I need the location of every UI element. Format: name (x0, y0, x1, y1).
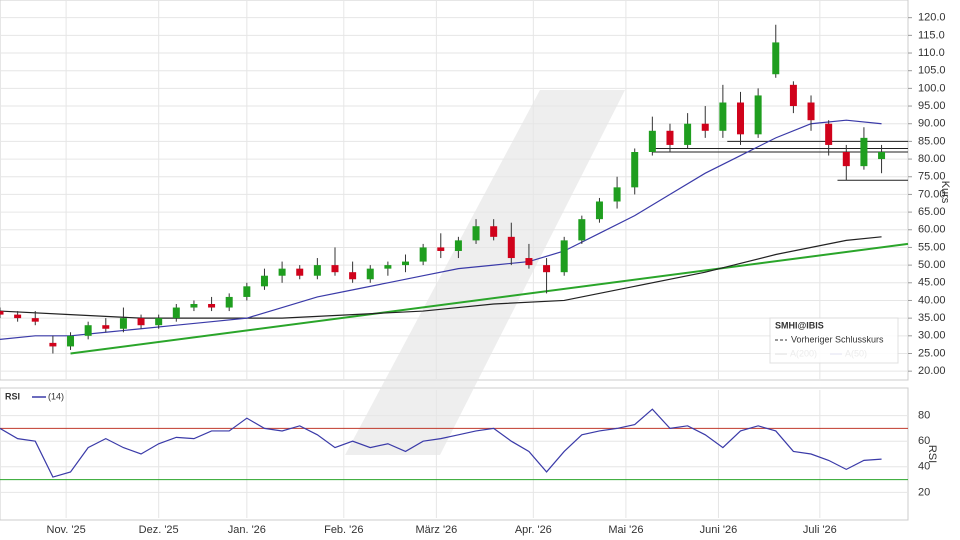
candle-body (578, 219, 586, 241)
candle-body (648, 130, 656, 152)
y-tick-label: 55.00 (918, 241, 946, 253)
candle-body (119, 318, 127, 329)
candle-body (437, 247, 445, 251)
candle-body (490, 226, 498, 237)
moving-average (0, 119, 882, 340)
candle-body (666, 130, 674, 145)
candle-body (366, 268, 374, 280)
y-tick-label: 95.00 (918, 100, 946, 112)
x-tick-label: Juli '26 (803, 524, 837, 536)
y-tick-label: 20 (918, 486, 930, 498)
candle-body (84, 325, 92, 336)
panel-title: RSI (5, 391, 20, 401)
candle-body (701, 123, 709, 131)
candle-body (190, 304, 198, 308)
candle-body (737, 102, 745, 135)
candle-body (296, 268, 304, 276)
legend-box (769, 317, 899, 364)
candle-body (507, 236, 515, 259)
y-tick-label: 60.00 (918, 224, 946, 236)
candle-body (137, 318, 145, 326)
x-tick-label: Dez. '25 (139, 524, 179, 536)
y-tick-label: 40 (918, 461, 930, 473)
x-tick-label: Mai '26 (608, 524, 643, 536)
y-tick-label: 110.0 (918, 47, 945, 59)
candle-body (0, 311, 4, 315)
y-tick-label: 40.00 (918, 294, 946, 306)
candle-body (384, 265, 392, 269)
y-tick-label: 30.00 (918, 330, 946, 342)
candle-body (719, 102, 727, 131)
candle-body (313, 265, 321, 276)
candle-body (31, 318, 39, 322)
trend-line (70, 242, 909, 355)
candle-body (631, 152, 639, 188)
candle-body (349, 272, 357, 280)
candle-body (172, 307, 180, 319)
plot-layer: Nov. '25 Dez. '25 Jan. '26 Feb. '26 März '26… (0, 0, 946, 536)
candle-body (525, 258, 533, 266)
candle-body (331, 265, 339, 273)
candle-body (49, 342, 57, 347)
candle-body (807, 102, 815, 121)
y-tick-label: 120.0 (918, 12, 946, 24)
candle-body (419, 247, 427, 262)
candle-body (613, 187, 621, 202)
legend-label: Vorheriger Schlusskurs (791, 334, 884, 344)
candle-body (472, 226, 480, 241)
x-tick-label: Nov. '25 (47, 524, 86, 536)
x-tick-label: Feb. '26 (324, 524, 363, 536)
candle-body (278, 268, 286, 276)
candle-body (243, 286, 251, 297)
watermark (345, 90, 625, 455)
candle-body (543, 265, 551, 273)
y-tick-label: 105.0 (918, 65, 946, 77)
candle-body (789, 84, 797, 107)
x-tick-label: März '26 (415, 524, 457, 536)
candle-body (67, 335, 75, 347)
legend-title: SMHI@IBIS (775, 320, 824, 330)
y-tick-label: 100.0 (918, 82, 946, 94)
y-tick-label: 80 (918, 410, 930, 422)
y-tick-label: 70.00 (918, 188, 946, 200)
y-tick-label: 75.00 (918, 171, 946, 183)
y-tick-label: 60 (918, 435, 930, 447)
legend-label: (14) (48, 391, 64, 401)
y-tick-label: 85.00 (918, 135, 946, 147)
y-axis-label: RSI (926, 445, 938, 463)
y-tick-label: 50.00 (918, 259, 946, 271)
x-tick-label: Jan. '26 (228, 524, 266, 536)
candle-body (454, 240, 462, 251)
y-tick-label: 25.00 (918, 347, 946, 359)
candle-body (825, 123, 833, 145)
y-tick-label: 45.00 (918, 277, 946, 289)
y-tick-label: 35.00 (918, 312, 946, 324)
candle-body (684, 123, 692, 145)
candle-body (878, 152, 886, 160)
x-tick-label: Juni '26 (700, 524, 738, 536)
candle-body (208, 304, 216, 308)
candle-body (260, 275, 268, 287)
y-tick-label: 115.0 (918, 29, 945, 41)
candle-body (772, 42, 780, 75)
candle-body (155, 318, 163, 326)
candle-body (402, 261, 410, 266)
rsi-line (0, 408, 882, 478)
candle-body (102, 325, 110, 329)
candle-body (860, 137, 868, 167)
candle-body (14, 314, 22, 319)
candle-body (595, 201, 603, 220)
y-tick-label: 65.00 (918, 206, 946, 218)
candle-body (560, 240, 568, 273)
moving-average (0, 236, 882, 319)
x-tick-label: Apr. '26 (515, 524, 552, 536)
candle-body (754, 95, 762, 135)
candle-body (225, 296, 233, 308)
candle-body (842, 152, 850, 167)
y-tick-label: 90.00 (918, 118, 946, 130)
y-tick-label: 20.00 (918, 365, 946, 377)
y-axis-label: Kurs (939, 181, 951, 204)
y-tick-label: 80.00 (918, 153, 946, 165)
